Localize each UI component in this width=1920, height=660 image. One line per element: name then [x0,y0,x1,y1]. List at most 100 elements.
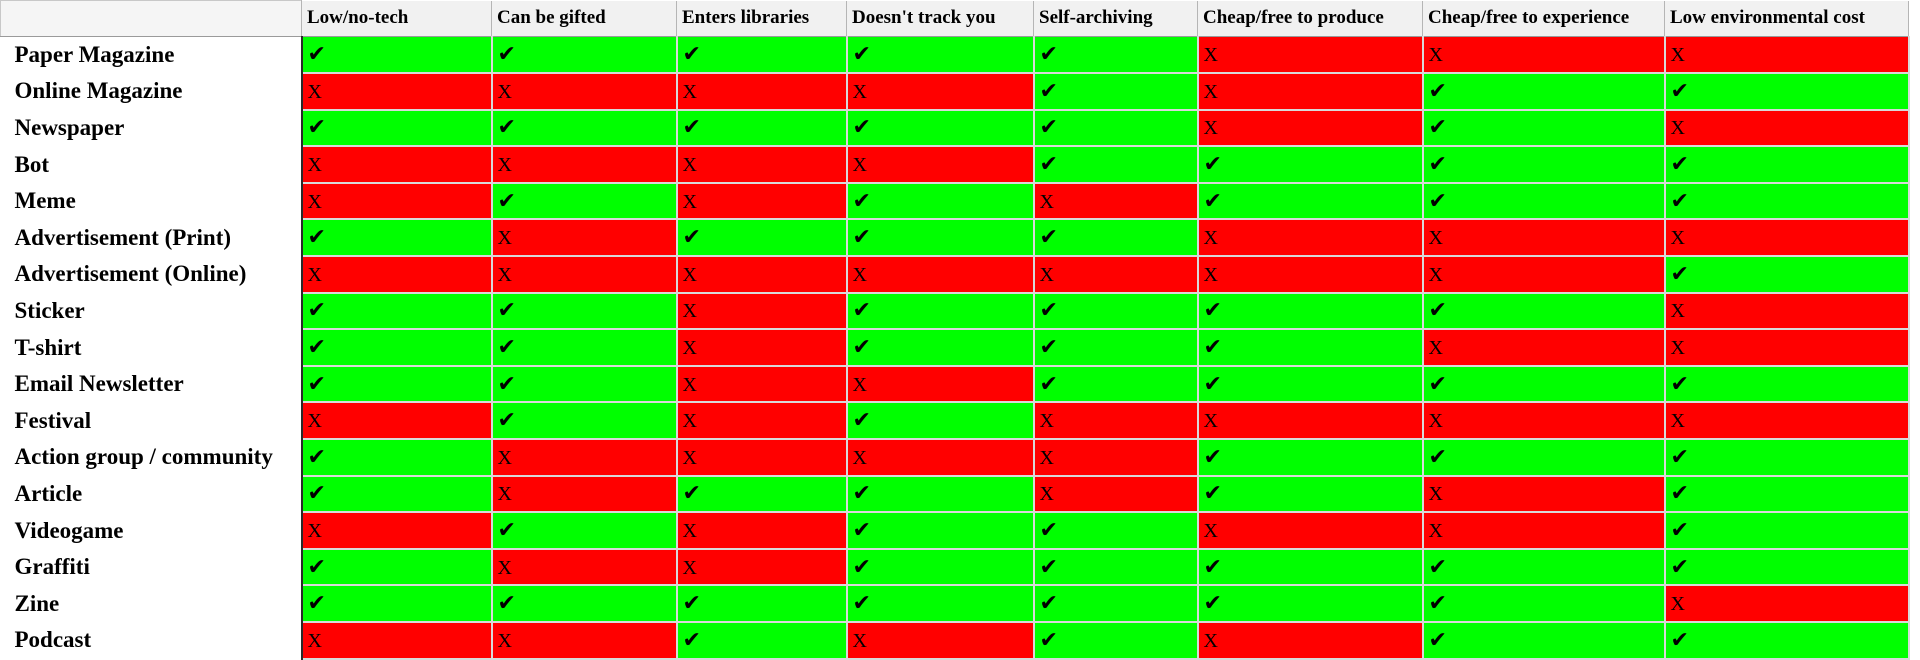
cross-icon: X [682,410,697,433]
checkmark-icon: ✔ [1670,627,1689,653]
table-row: T-shirt ✔ ✔ X ✔ ✔ ✔ X X [0,329,1910,367]
table-row: Festival X ✔ X ✔ X X X X [0,402,1910,441]
cross-icon: X [1203,117,1218,140]
table-cell-no: X [1422,219,1666,258]
checkmark-icon: ✔ [307,371,326,397]
table-cell-yes: ✔ [1197,329,1424,367]
checkmark-icon: ✔ [1039,371,1058,397]
cross-icon: X [497,154,512,177]
checkmark-icon: ✔ [1039,152,1058,178]
cross-icon: X [1428,410,1443,433]
cross-icon: X [497,629,512,652]
table-cell-yes: ✔ [1033,36,1199,75]
table-cell-no: X [491,439,678,477]
table-cell-no: X [301,73,493,111]
table-row: Advertisement (Online) X X X X X X X ✔ [0,256,1910,294]
table-cell-yes: ✔ [1422,622,1666,660]
cross-icon: X [682,556,697,579]
checkmark-icon: ✔ [1428,115,1447,141]
table-cell-yes: ✔ [1197,292,1424,331]
cross-icon: X [497,446,512,469]
table-body: Paper Magazine ✔ ✔ ✔ ✔ ✔ X X X Online Magazine X X X… [0,36,1910,660]
table-cell-yes: ✔ [1197,548,1424,587]
table-cell-yes: ✔ [491,36,678,75]
table-cell-yes: ✔ [1033,219,1199,258]
cross-icon: X [1203,410,1218,433]
table-cell-no: X [301,622,493,660]
table-cell-no: X [1422,402,1666,441]
column-header-cheap-free-to-experience: Cheap/free to experience [1422,0,1665,37]
row-label-sticker: Sticker [0,292,303,330]
table-row: Graffiti ✔ X X ✔ ✔ ✔ ✔ ✔ [0,548,1910,587]
table-row: Paper Magazine ✔ ✔ ✔ ✔ ✔ X X X [0,36,1910,75]
cross-icon: X [497,227,512,250]
row-label-meme: Meme [0,182,303,220]
table-cell-no: X [491,622,678,660]
cross-icon: X [307,520,322,543]
cross-icon: X [1039,410,1054,433]
table-cell-yes: ✔ [1422,73,1666,111]
table-cell-yes: ✔ [1033,329,1199,367]
table-cell-yes: ✔ [1422,109,1666,148]
checkmark-icon: ✔ [682,591,701,617]
cross-icon: X [307,263,322,286]
cross-icon: X [1428,263,1443,286]
column-header-cheap-free-to-produce: Cheap/free to produce [1197,0,1423,37]
table-cell-yes: ✔ [1033,146,1199,184]
table-cell-no: X [301,182,493,221]
cross-icon: X [1670,227,1685,250]
table-cell-no: X [1422,512,1666,550]
table-cell-no: X [491,475,678,514]
checkmark-icon: ✔ [1039,335,1058,361]
table-cell-yes: ✔ [1664,622,1910,660]
checkmark-icon: ✔ [1039,115,1058,141]
table-cell-no: X [301,256,493,294]
table-cell-yes: ✔ [1422,182,1666,221]
table-cell-yes: ✔ [676,585,848,623]
table-cell-yes: ✔ [1664,73,1910,111]
table-cell-no: X [1422,329,1666,367]
checkmark-icon: ✔ [1670,371,1689,397]
table-cell-no: X [1197,512,1424,550]
table-cell-yes: ✔ [1422,439,1666,477]
cross-icon: X [307,80,322,103]
table-cell-yes: ✔ [846,512,1035,550]
table-cell-yes: ✔ [676,219,848,258]
cross-icon: X [1039,446,1054,469]
header-row: Low/no-tech Can be gifted Enters libraries… [0,0,1909,37]
table-cell-yes: ✔ [1197,182,1424,221]
table-cell-yes: ✔ [301,109,493,148]
column-header-can-be-gifted: Can be gifted [491,0,677,37]
table-cell-no: X [1033,182,1199,221]
cross-icon: X [682,154,697,177]
table-cell-no: X [1664,36,1910,75]
table-cell-yes: ✔ [846,329,1035,367]
column-header-low-no-tech: Low/no-tech [301,0,492,37]
checkmark-icon: ✔ [1670,481,1689,507]
table-cell-no: X [1664,219,1910,258]
table-cell-yes: ✔ [301,219,493,258]
cross-icon: X [497,80,512,103]
table-row: Email Newsletter ✔ ✔ X X ✔ ✔ ✔ ✔ [0,365,1910,404]
table-cell-yes: ✔ [1422,292,1666,331]
table-cell-no: X [1197,622,1424,660]
table-cell-no: X [301,512,493,550]
checkmark-icon: ✔ [852,554,871,580]
table-cell-yes: ✔ [846,548,1035,587]
checkmark-icon: ✔ [1039,298,1058,324]
table-cell-yes: ✔ [491,402,678,441]
table-cell-no: X [491,73,678,111]
table-cell-yes: ✔ [846,109,1035,148]
table-cell-yes: ✔ [301,365,493,404]
cross-icon: X [1670,44,1685,67]
cross-icon: X [307,190,322,213]
checkmark-icon: ✔ [307,444,326,470]
table-cell-yes: ✔ [1197,585,1424,623]
row-label-online-magazine: Online Magazine [0,73,303,111]
checkmark-icon: ✔ [852,335,871,361]
checkmark-icon: ✔ [307,42,326,68]
table-row: Zine ✔ ✔ ✔ ✔ ✔ ✔ ✔ X [0,585,1910,623]
cross-icon: X [1039,263,1054,286]
table-cell-no: X [301,146,493,184]
